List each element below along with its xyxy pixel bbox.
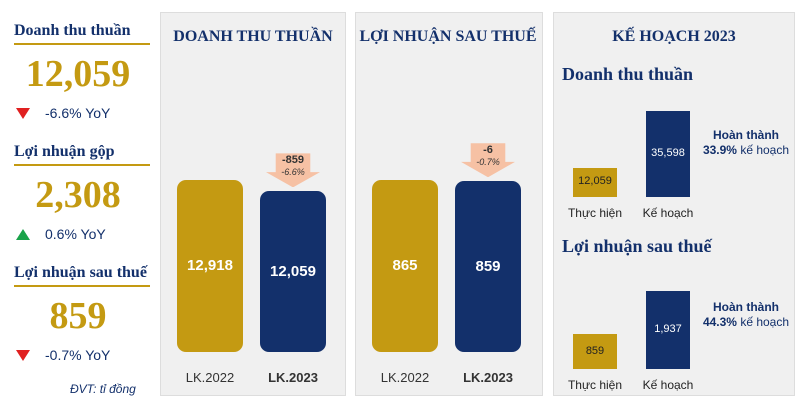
- value-label: 859: [475, 257, 501, 275]
- kpi-value: 12,059: [25, 53, 131, 95]
- value-label: 12,918: [187, 257, 233, 274]
- bar: [177, 180, 243, 352]
- chart-title: DOANH THU THUẦN: [173, 28, 333, 45]
- bar: [573, 334, 617, 369]
- note-lead: Hoàn thành: [713, 300, 779, 314]
- x-tick-label: LK.2022: [380, 370, 430, 385]
- trend-icon: [16, 229, 30, 240]
- completion-note: Hoàn thành 44.3% kế hoạch: [700, 300, 792, 330]
- trend-icon: [16, 108, 30, 119]
- value-label: 865: [392, 257, 418, 274]
- kpi-value: 2,308: [35, 174, 121, 216]
- completion-note: Hoàn thành 33.9% kế hoạch: [700, 128, 792, 158]
- kpi-value: 859: [49, 295, 107, 337]
- kpi-change: -6.6% YoY: [45, 105, 111, 121]
- x-tick-label: LK.2023: [268, 370, 318, 385]
- kpi-label: Doanh thu thuần: [14, 22, 150, 45]
- x-tick-label: Thực hiện: [567, 206, 623, 220]
- chart-title: LỢI NHUẬN SAU THUẾ: [359, 28, 537, 45]
- value-label: 35,598: [651, 147, 685, 159]
- change-pct: -0.7%: [476, 157, 500, 168]
- kpi-label: Lợi nhuận gộp: [14, 143, 150, 166]
- panel: [553, 12, 795, 396]
- chart-subtitle: Lợi nhuận sau thuế: [562, 236, 712, 256]
- kpi-change: 0.6% YoY: [45, 226, 106, 242]
- chart-subtitle: Doanh thu thuần: [562, 64, 694, 84]
- kpi-label: Lợi nhuận sau thuế: [14, 264, 150, 287]
- note-pct: 44.3%: [702, 315, 737, 329]
- note-pct: 33.9%: [702, 143, 737, 157]
- bar: [372, 180, 438, 352]
- value-label: 859: [585, 344, 605, 357]
- bar: [260, 191, 326, 352]
- value-label: 12,059: [270, 262, 316, 280]
- x-tick-label: Kế hoạch: [642, 378, 694, 392]
- x-tick-label: Kế hoạch: [642, 206, 694, 220]
- note-rest: kế hoạch: [740, 143, 790, 157]
- bar: [455, 181, 521, 352]
- value-label: 12,059: [578, 175, 612, 188]
- x-tick-label: Thực hiện: [567, 378, 623, 392]
- unit-note: ĐVT: tỉ đồng: [70, 382, 136, 396]
- change-value: -859: [281, 154, 305, 167]
- bar: [646, 291, 690, 369]
- trend-icon: [16, 350, 30, 361]
- x-tick-label: LK.2022: [185, 370, 235, 385]
- kpi-change: -0.7% YoY: [45, 347, 111, 363]
- note-rest: kế hoạch: [740, 315, 790, 329]
- value-label: 1,937: [654, 323, 682, 335]
- note-lead: Hoàn thành: [713, 128, 779, 142]
- change-value: -6: [483, 144, 493, 157]
- x-tick-label: LK.2023: [463, 370, 513, 385]
- bar: [646, 111, 690, 197]
- panel-title: KẾ HOẠCH 2023: [612, 28, 736, 45]
- change-pct: -6.6%: [281, 167, 305, 178]
- bar: [573, 167, 617, 197]
